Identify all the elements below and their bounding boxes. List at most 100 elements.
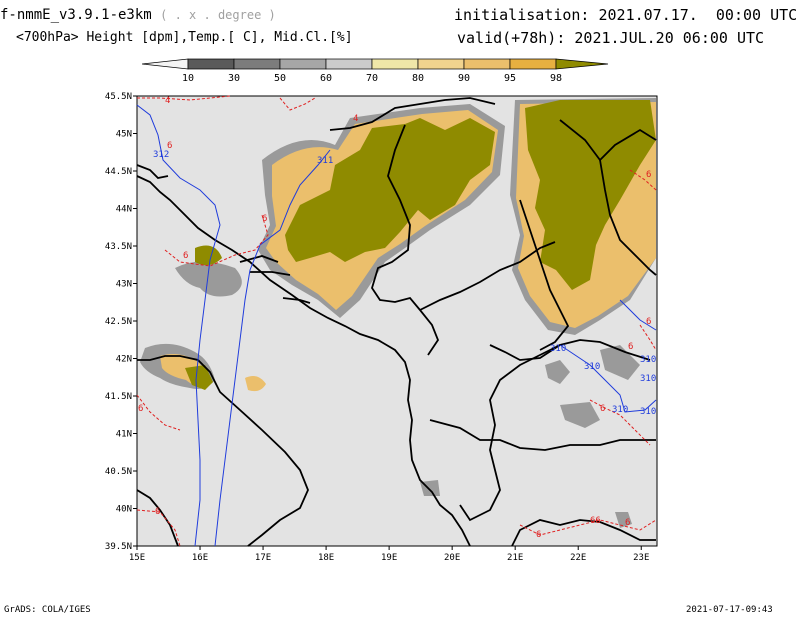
colorbar-level-label: 10 bbox=[182, 73, 194, 84]
colorbar-level-label: 90 bbox=[458, 73, 470, 84]
height-contour bbox=[136, 104, 221, 547]
temp-label: 6 bbox=[536, 530, 541, 540]
temp-label: 66 bbox=[590, 516, 601, 526]
lon-label: 16E bbox=[192, 553, 208, 563]
lat-label: 39.5N bbox=[105, 542, 132, 552]
island bbox=[239, 255, 279, 263]
coastline bbox=[136, 175, 471, 547]
height-label: 310 bbox=[612, 405, 628, 415]
lon-label: 19E bbox=[381, 553, 397, 563]
colorbar-level-label: 30 bbox=[228, 73, 240, 84]
temp-label: 6 bbox=[625, 518, 630, 528]
cloud-colorbar: 10 30 50 60 70 80 90 95 98 bbox=[142, 58, 609, 84]
model-name: f-nmmE_v3.9.1-e3km bbox=[0, 7, 152, 23]
temp-label: 6 bbox=[628, 342, 633, 352]
degree-note: ( . x . degree ) bbox=[160, 8, 276, 22]
fields-subtitle: <700hPa> Height [dpm],Temp.[ C], Mid.Cl.… bbox=[16, 30, 353, 45]
coastline bbox=[137, 355, 309, 547]
cloud-core-98 bbox=[185, 365, 213, 390]
cloud-core-98 bbox=[285, 118, 495, 262]
lon-label: 15E bbox=[129, 553, 145, 563]
height-label: 311 bbox=[317, 156, 333, 166]
colorbar-level-label: 98 bbox=[550, 73, 562, 84]
lat-label: 41N bbox=[116, 430, 132, 440]
lon-label: 22E bbox=[570, 553, 586, 563]
colorbar-cell bbox=[555, 58, 609, 70]
lat-label: 45N bbox=[116, 130, 132, 140]
lat-label: 45.5N bbox=[105, 92, 132, 102]
lon-label: 23E bbox=[633, 553, 649, 563]
temp-label: 4 bbox=[165, 96, 170, 106]
temp-label: 6 bbox=[155, 507, 160, 517]
border bbox=[599, 159, 657, 276]
temp-label: 6 bbox=[600, 404, 605, 414]
temp-contour bbox=[519, 519, 657, 536]
cloud-fringe bbox=[600, 345, 640, 380]
height-label: 310 bbox=[550, 344, 566, 354]
footer-credit: GrADS: COLA/IGES bbox=[4, 605, 91, 615]
temp-label: 6 bbox=[183, 251, 188, 261]
border bbox=[519, 199, 570, 351]
temp-contour bbox=[136, 509, 181, 547]
height-label: 310 bbox=[640, 374, 656, 384]
height-contour-layer bbox=[136, 104, 657, 547]
lat-label: 40.5N bbox=[105, 467, 132, 477]
lon-label: 18E bbox=[318, 553, 334, 563]
colorbar-level-label: 95 bbox=[504, 73, 516, 84]
temp-label: 6 bbox=[646, 317, 651, 327]
lat-label: 40N bbox=[116, 505, 132, 515]
border bbox=[559, 119, 657, 162]
border bbox=[371, 124, 440, 356]
lat-label: 44N bbox=[116, 205, 132, 215]
lon-label: 21E bbox=[507, 553, 523, 563]
cloud-core-98 bbox=[525, 100, 656, 290]
lat-label: 42N bbox=[116, 355, 132, 365]
temp-contour bbox=[589, 399, 651, 446]
colorbar-level-label: 80 bbox=[412, 73, 424, 84]
cloud-fringe bbox=[615, 512, 632, 528]
temperature-contour-layer bbox=[136, 95, 657, 547]
cloud-fringe bbox=[175, 261, 242, 297]
cloud-band-95 bbox=[245, 376, 266, 392]
lon-label: 20E bbox=[444, 553, 460, 563]
temp-label: 6 bbox=[167, 141, 172, 151]
temp-contour bbox=[279, 97, 316, 111]
lat-label: 41.5N bbox=[105, 392, 132, 402]
height-label: 310 bbox=[640, 355, 656, 365]
temp-contour bbox=[629, 169, 657, 191]
height-label: 310 bbox=[584, 362, 600, 372]
height-contour bbox=[619, 299, 657, 331]
island bbox=[250, 271, 291, 276]
border bbox=[329, 97, 496, 131]
temp-contour bbox=[639, 324, 657, 351]
coastline bbox=[136, 489, 179, 547]
temp-contour bbox=[137, 95, 231, 101]
cloud-fringe bbox=[560, 402, 600, 428]
lat-label: 43N bbox=[116, 280, 132, 290]
coastline bbox=[459, 344, 561, 522]
contour-label-layer: 312 311 310 310 310 310 310 310 4 4 6 6 … bbox=[138, 96, 656, 540]
axes-layer: 15E 16E 17E 18E 19E 20E 21E 22E 23E 45.5N 45N 44.5N… bbox=[105, 92, 649, 563]
valid-time: valid(+78h): 2021.JUL.20 06:00 UTC bbox=[457, 29, 765, 47]
temp-contour bbox=[136, 394, 181, 431]
colorbar-level-label: 60 bbox=[320, 73, 332, 84]
temp-label: 6 bbox=[138, 404, 143, 414]
initialisation-time: initialisation: 2021.07.17. 00:00 UTC bbox=[454, 6, 798, 24]
height-label: 312 bbox=[153, 150, 169, 160]
cloud-core-98 bbox=[195, 245, 222, 266]
temp-contour bbox=[164, 214, 269, 267]
lat-label: 42.5N bbox=[105, 317, 132, 327]
lat-label: 43.5N bbox=[105, 242, 132, 252]
temp-label: 6 bbox=[646, 170, 651, 180]
temp-label: 4 bbox=[353, 114, 358, 124]
model-title: f-nmmE_v3.9.1-e3km ( . x . degree ) bbox=[0, 8, 276, 22]
island bbox=[136, 164, 169, 179]
coastline bbox=[511, 519, 656, 547]
temp-label: 6 bbox=[262, 214, 267, 224]
island bbox=[282, 297, 311, 304]
cloud-cover-layer bbox=[140, 98, 656, 528]
border bbox=[429, 419, 656, 451]
height-label: 310 bbox=[640, 407, 656, 417]
cloud-fringe bbox=[545, 360, 570, 384]
